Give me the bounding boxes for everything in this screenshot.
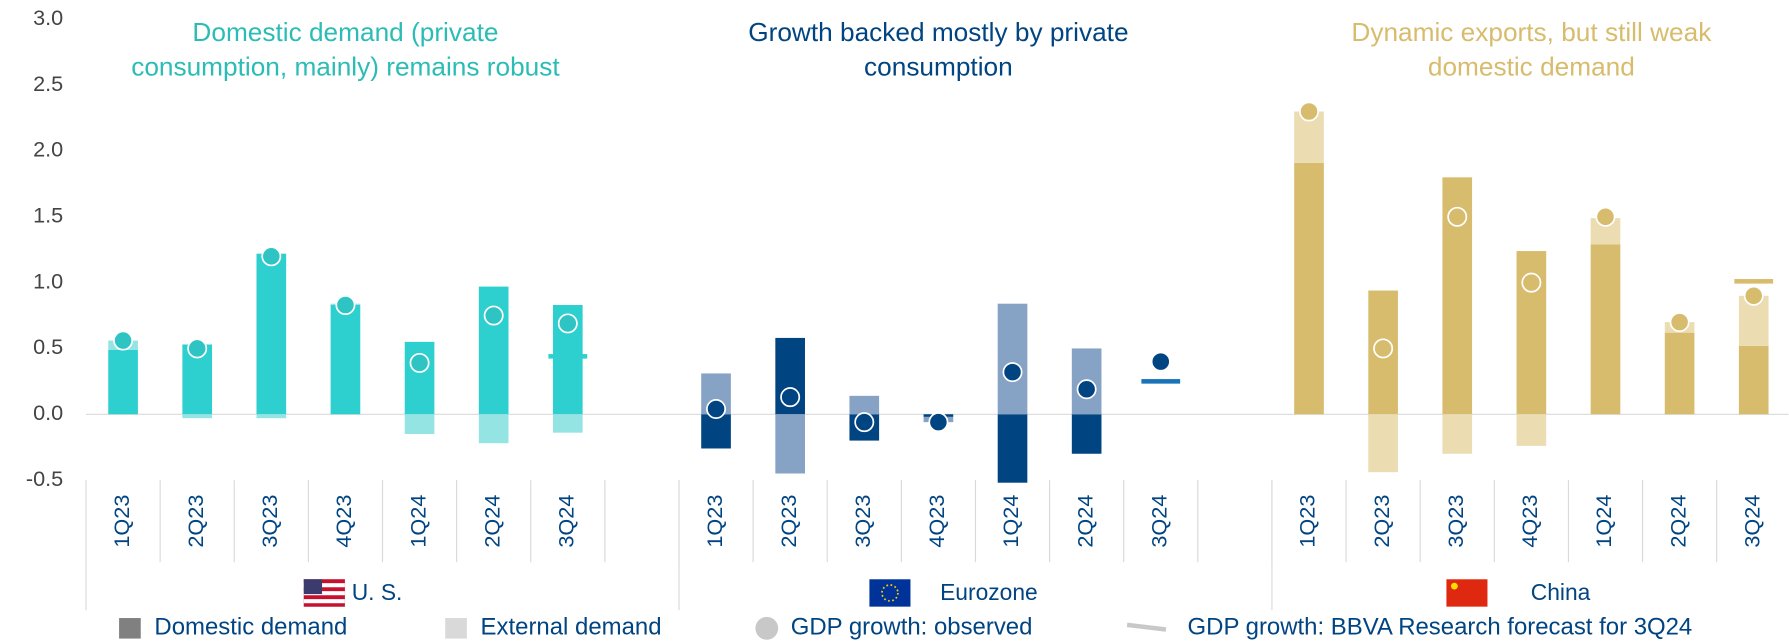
gdp-dot: [483, 305, 504, 326]
x-tick-label: 4Q23: [924, 495, 949, 548]
group-label: U. S.: [352, 579, 403, 605]
gdp-dot: [928, 412, 949, 433]
gdp-dot: [1002, 362, 1023, 383]
x-tick-label: 3Q24: [1739, 495, 1764, 548]
flag-china: [1446, 579, 1488, 607]
external-bar: [182, 414, 213, 419]
external-bar: [1516, 414, 1547, 446]
x-tick-label: 2Q24: [1665, 495, 1690, 548]
group-title: consumption, mainly) remains robust: [131, 51, 560, 81]
domestic-bar: [1071, 414, 1102, 454]
legend-label: GDP growth: BBVA Research forecast for 3…: [1188, 614, 1693, 641]
gdp-dot: [1669, 312, 1690, 333]
x-tick-label: 3Q24: [1146, 495, 1171, 548]
x-tick-label: 4Q23: [331, 495, 356, 548]
legend-swatch: [755, 616, 779, 640]
legend-swatch: [1126, 622, 1167, 632]
y-tick-label: 2.0: [33, 137, 63, 162]
x-tick-label: 3Q24: [554, 495, 579, 548]
external-bar: [849, 395, 880, 415]
x-tick-label: 3Q23: [1443, 495, 1468, 548]
x-tick-label: 4Q23: [1517, 495, 1542, 548]
gdp-dot: [706, 399, 727, 419]
group-label: Eurozone: [940, 579, 1038, 605]
gdp-dot: [1076, 379, 1097, 400]
gdp-dot: [1299, 101, 1319, 122]
legend-swatch: [445, 618, 467, 639]
x-tick-label: 1Q23: [109, 495, 134, 548]
x-tick-label: 1Q24: [405, 495, 430, 548]
gdp-dot: [1447, 206, 1468, 227]
domestic-bar: [1590, 244, 1621, 415]
flag-us: [303, 578, 346, 607]
legend-label: GDP growth: observed: [791, 614, 1033, 641]
legend-label: Domestic demand: [154, 614, 347, 641]
group-title: Domestic demand (private: [192, 17, 498, 47]
domestic-bar: [1294, 162, 1324, 415]
gdp-dot: [557, 313, 578, 334]
x-tick-label: 1Q24: [1591, 495, 1616, 548]
forecast-mark: [548, 354, 588, 359]
x-tick-label: 3Q23: [257, 495, 282, 548]
group-title: domestic demand: [1428, 51, 1635, 81]
external-bar: [478, 414, 509, 444]
forecast-mark: [1734, 279, 1774, 284]
group-title: consumption: [864, 51, 1013, 81]
legend-swatch: [119, 618, 141, 639]
x-tick-label: 2Q24: [479, 495, 504, 548]
x-tick-label: 3Q23: [850, 495, 875, 548]
domestic-bar: [330, 305, 361, 415]
domestic-bar: [404, 341, 435, 415]
domestic-bar: [1738, 345, 1769, 415]
gdp-dot: [187, 338, 208, 359]
external-bar: [775, 414, 805, 474]
legend-label: External demand: [481, 614, 662, 641]
external-bar: [552, 414, 583, 433]
external-bar: [1368, 414, 1398, 473]
external-bar: [997, 303, 1028, 415]
x-tick-label: 2Q23: [1369, 495, 1394, 548]
x-tick-label: 1Q23: [702, 495, 727, 548]
y-tick-label: 3.0: [33, 5, 63, 30]
gdp-dot: [113, 330, 134, 351]
y-tick-label: 0.0: [33, 400, 63, 425]
external-bar: [1442, 414, 1473, 454]
y-tick-label: -0.5: [26, 466, 63, 491]
gdp-dot: [1521, 272, 1542, 293]
gdp-dot: [261, 246, 282, 267]
y-tick-label: 1.5: [33, 203, 63, 228]
gdp-dot: [780, 387, 801, 408]
group-title: Dynamic exports, but still weak: [1351, 17, 1712, 47]
x-tick-label: 2Q24: [1072, 495, 1097, 548]
gdp-dot: [1150, 351, 1171, 372]
domestic-bar: [256, 253, 287, 415]
domestic-bar: [1664, 332, 1695, 415]
external-bar: [256, 414, 287, 419]
gdp-dot: [409, 352, 430, 373]
gdp-dot: [854, 412, 875, 433]
x-tick-label: 2Q23: [776, 495, 801, 548]
domestic-bar: [108, 349, 138, 415]
x-tick-label: 1Q24: [998, 495, 1023, 548]
x-tick-label: 1Q23: [1295, 495, 1320, 548]
external-bar: [404, 414, 435, 435]
forecast-mark: [1141, 379, 1181, 384]
y-tick-label: 1.0: [33, 268, 63, 293]
group-title: Growth backed mostly by private: [748, 17, 1128, 47]
gdp-dot: [1743, 285, 1764, 306]
domestic-bar: [701, 414, 731, 449]
gdp-dot: [1595, 206, 1616, 227]
domestic-bar: [997, 414, 1028, 483]
gdp-dot: [335, 295, 356, 315]
group-label: China: [1531, 579, 1591, 605]
gdp-dot: [1373, 338, 1394, 359]
y-tick-label: 0.5: [33, 334, 63, 359]
x-tick-label: 2Q23: [183, 495, 208, 548]
flag-eu: [869, 579, 911, 607]
y-tick-label: 2.5: [33, 71, 63, 96]
